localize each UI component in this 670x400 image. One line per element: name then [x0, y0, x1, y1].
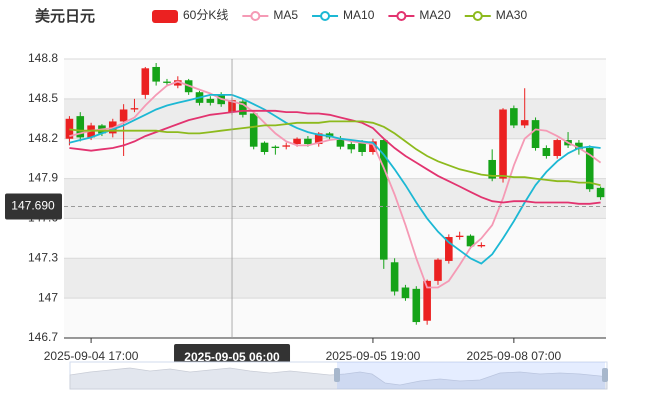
candle-body: [423, 280, 431, 321]
candle-body: [531, 120, 540, 149]
legend-label: 60分K线: [183, 8, 228, 22]
candle-body: [76, 116, 85, 138]
candle-body: [293, 138, 301, 145]
plot-area: 146.7147147.3147.6147.9148.2148.5148.820…: [5, 51, 606, 372]
candle-body: [239, 101, 247, 115]
split-area: [64, 218, 606, 259]
candle-body: [379, 140, 388, 260]
candle-body: [358, 142, 366, 152]
candle-body: [163, 81, 171, 83]
candle-body: [282, 145, 291, 147]
candle-body: [520, 120, 529, 126]
candle-body: [412, 288, 421, 323]
candle-body: [477, 245, 486, 247]
candle-body: [488, 159, 496, 179]
legend-icon: [396, 11, 407, 21]
candle-body: [119, 109, 128, 122]
legend-item[interactable]: MA20: [388, 8, 451, 22]
split-area: [64, 258, 606, 299]
candle-body: [347, 144, 356, 150]
split-area: [64, 138, 606, 179]
zoom-handle[interactable]: [602, 368, 608, 382]
x-tick-label: 2025-09-05 19:00: [326, 349, 421, 363]
candle-body: [206, 98, 215, 103]
candle-body: [401, 287, 410, 299]
candle-body: [271, 146, 280, 149]
candle-body: [152, 66, 160, 82]
split-area: [64, 298, 606, 338]
candle-body: [510, 108, 518, 126]
legend-label: MA30: [496, 8, 528, 22]
legend-icon: [320, 11, 331, 21]
zoom-window[interactable]: [337, 362, 605, 389]
legend-item[interactable]: MA30: [464, 8, 528, 22]
legend-item[interactable]: 60分K线: [152, 8, 228, 23]
legend-icon: [250, 11, 261, 21]
candle-body: [130, 108, 139, 110]
candle-body: [336, 138, 345, 147]
ma-line: [69, 94, 601, 265]
y-tick-label: 146.7: [28, 330, 58, 344]
candle-body: [445, 237, 453, 261]
candle-body: [596, 187, 605, 198]
candle-body: [260, 142, 269, 152]
candle-body: [174, 80, 182, 86]
candle-body: [304, 138, 312, 145]
candle-body: [314, 133, 323, 145]
candle-body: [65, 118, 74, 139]
last-price-label: 147.690: [11, 199, 55, 213]
y-tick-label: 147.9: [28, 171, 58, 185]
candle-body: [553, 140, 562, 156]
zoom-handle[interactable]: [334, 368, 340, 382]
legend-item[interactable]: MA5: [242, 8, 298, 22]
y-tick-label: 148.5: [28, 91, 58, 105]
x-tick-label: 2025-09-04 17:00: [44, 349, 139, 363]
ma-line: [69, 80, 602, 289]
data-zoom[interactable]: [69, 361, 608, 390]
y-tick-label: 147.3: [28, 250, 58, 264]
legend-icon: [472, 11, 483, 21]
candle-body: [369, 141, 377, 152]
candle-body: [575, 142, 583, 150]
candle-body: [390, 262, 399, 292]
legend-label: MA20: [419, 8, 451, 22]
candle-body: [434, 259, 442, 281]
candle-body: [499, 109, 507, 179]
last-price-box: [5, 193, 62, 220]
y-tick-label: 148.8: [28, 51, 58, 65]
legend-item[interactable]: MA10: [312, 8, 375, 22]
candle-body: [455, 235, 464, 238]
legend-label: MA10: [343, 8, 375, 22]
candle-body: [466, 235, 475, 247]
y-tick-label: 147: [38, 290, 58, 304]
split-area: [64, 178, 606, 219]
y-tick-label: 148.2: [28, 131, 58, 145]
candle-body: [141, 68, 150, 95]
crosshair-label: 2025-09-05 06:00: [184, 350, 280, 364]
candle-body: [585, 148, 594, 190]
chart-title: 美元日元: [35, 7, 95, 25]
x-tick-label: 2025-09-08 07:00: [466, 349, 561, 363]
legend-icon: [152, 10, 178, 23]
legend-label: MA5: [273, 8, 298, 22]
ma-line: [69, 120, 601, 187]
candle-body: [542, 148, 551, 156]
candle-body: [249, 113, 258, 147]
